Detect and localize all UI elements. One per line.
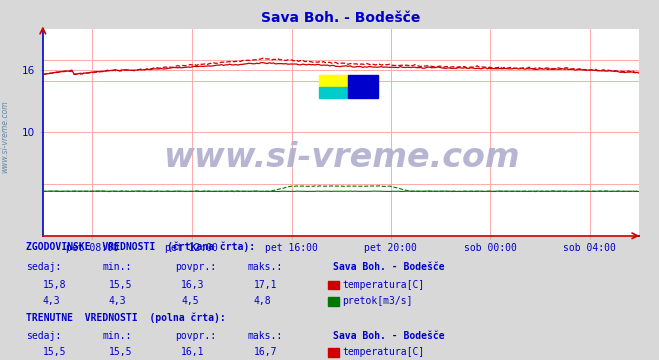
Text: maks.:: maks.: bbox=[247, 331, 282, 341]
Text: temperatura[C]: temperatura[C] bbox=[342, 280, 424, 290]
Bar bbox=[349, 75, 378, 98]
Text: www.si-vreme.com: www.si-vreme.com bbox=[163, 141, 519, 174]
Text: sedaj:: sedaj: bbox=[26, 331, 61, 341]
Text: 17,1: 17,1 bbox=[254, 280, 277, 290]
Text: www.si-vreme.com: www.si-vreme.com bbox=[1, 100, 10, 173]
Text: Sava Boh. - Bodešče: Sava Boh. - Bodešče bbox=[333, 331, 444, 341]
Text: maks.:: maks.: bbox=[247, 262, 282, 272]
Text: Sava Boh. - Bodešče: Sava Boh. - Bodešče bbox=[333, 262, 444, 272]
Title: Sava Boh. - Bodešče: Sava Boh. - Bodešče bbox=[262, 11, 420, 25]
Text: 15,8: 15,8 bbox=[43, 280, 67, 290]
Text: 15,5: 15,5 bbox=[109, 347, 132, 357]
Text: povpr.:: povpr.: bbox=[175, 331, 215, 341]
Text: pretok[m3/s]: pretok[m3/s] bbox=[342, 296, 413, 306]
Text: sedaj:: sedaj: bbox=[26, 262, 61, 272]
Text: 4,3: 4,3 bbox=[43, 296, 61, 306]
Text: 4,3: 4,3 bbox=[109, 296, 127, 306]
Text: 16,1: 16,1 bbox=[181, 347, 205, 357]
Text: ZGODOVINSKE  VREDNOSTI  (črtkana črta):: ZGODOVINSKE VREDNOSTI (črtkana črta): bbox=[26, 242, 256, 252]
Bar bbox=[319, 87, 349, 98]
Text: 15,5: 15,5 bbox=[43, 347, 67, 357]
Bar bbox=[319, 75, 349, 87]
Text: 16,3: 16,3 bbox=[181, 280, 205, 290]
Text: 16,7: 16,7 bbox=[254, 347, 277, 357]
Text: min.:: min.: bbox=[102, 262, 132, 272]
Text: 4,5: 4,5 bbox=[181, 296, 199, 306]
Text: min.:: min.: bbox=[102, 331, 132, 341]
Text: TRENUTNE  VREDNOSTI  (polna črta):: TRENUTNE VREDNOSTI (polna črta): bbox=[26, 312, 226, 323]
Text: 4,8: 4,8 bbox=[254, 296, 272, 306]
Text: temperatura[C]: temperatura[C] bbox=[342, 347, 424, 357]
Text: 15,5: 15,5 bbox=[109, 280, 132, 290]
Text: povpr.:: povpr.: bbox=[175, 262, 215, 272]
